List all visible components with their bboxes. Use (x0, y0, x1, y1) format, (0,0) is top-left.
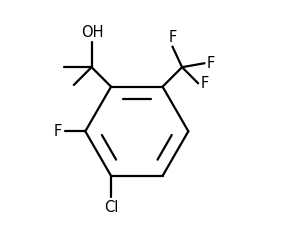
Text: Cl: Cl (104, 200, 118, 215)
Text: F: F (207, 56, 215, 71)
Text: F: F (168, 30, 177, 45)
Text: OH: OH (82, 25, 104, 40)
Text: F: F (201, 76, 209, 91)
Text: F: F (54, 124, 62, 139)
